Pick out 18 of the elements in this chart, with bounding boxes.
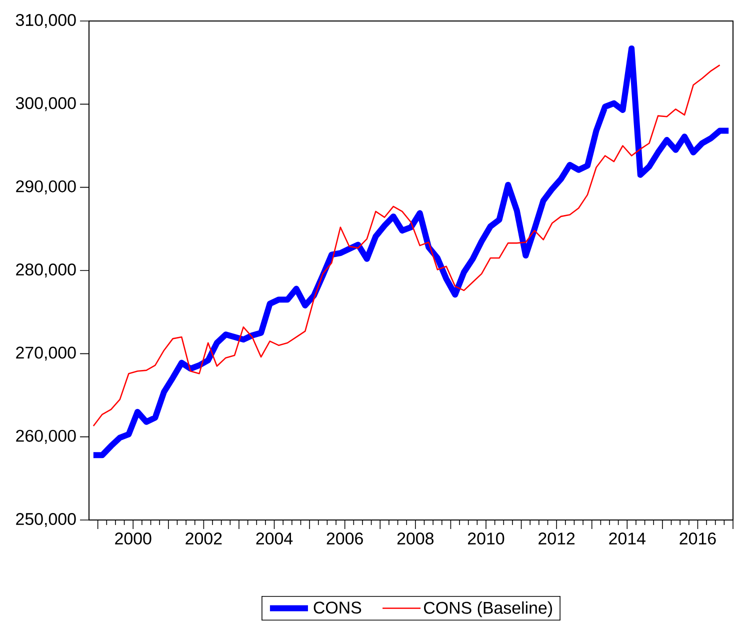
x-tick-label: 2012: [538, 532, 575, 545]
y-tick-label: 300,000: [16, 97, 76, 112]
y-tick-label: 290,000: [16, 180, 76, 194]
y-tick-label: 310,000: [16, 14, 76, 28]
x-tick-label: 2000: [115, 532, 152, 545]
y-tick-label: 260,000: [16, 430, 76, 444]
y-tick-label: 250,000: [16, 513, 76, 527]
x-tick-label: 2014: [609, 532, 646, 545]
y-tick-label: 270,000: [16, 346, 76, 361]
x-tick-label: 2006: [326, 532, 363, 545]
x-tick-label: 2010: [468, 532, 504, 545]
x-tick-label: 2002: [186, 532, 222, 545]
x-tick-label: 2008: [397, 532, 434, 545]
x-tick-label: 2004: [256, 532, 293, 545]
legend-label: CONS (Baseline): [424, 601, 552, 618]
y-tick-label: 280,000: [16, 264, 76, 278]
x-tick-label: 2016: [680, 532, 716, 545]
legend-label: CONS: [314, 602, 362, 614]
